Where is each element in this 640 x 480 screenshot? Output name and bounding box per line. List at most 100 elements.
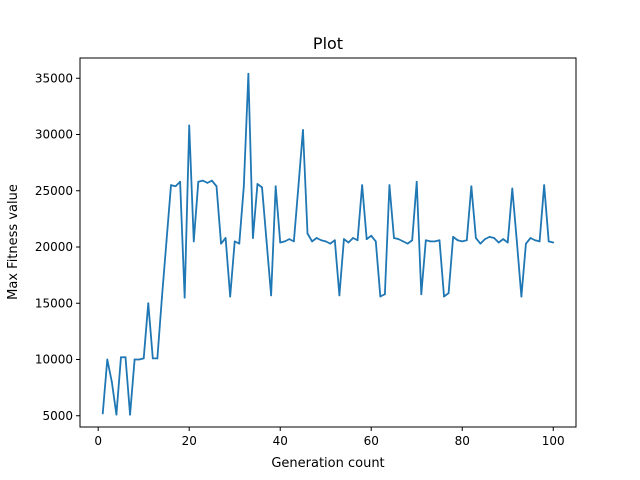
- data-point: [429, 240, 432, 243]
- data-point: [238, 242, 241, 245]
- data-point: [138, 358, 141, 361]
- data-point: [265, 240, 268, 243]
- data-point: [465, 239, 468, 242]
- data-point: [124, 356, 127, 359]
- x-axis-label: Generation count: [271, 456, 384, 471]
- data-point: [252, 237, 254, 239]
- x-tick-label: 40: [273, 434, 288, 448]
- data-point: [525, 242, 527, 245]
- data-point: [452, 235, 455, 238]
- data-point: [120, 356, 122, 359]
- data-point: [197, 180, 200, 183]
- data-point: [297, 185, 300, 188]
- data-point: [183, 296, 186, 299]
- data-point: [170, 184, 172, 187]
- data-point: [306, 232, 309, 235]
- y-tick-label: 5000: [42, 409, 73, 423]
- data-point: [538, 240, 541, 243]
- data-point: [434, 240, 436, 243]
- data-point: [311, 240, 313, 243]
- y-tick-label: 10000: [35, 353, 73, 367]
- y-tick-label: 25000: [35, 184, 73, 198]
- y-axis-label: Max Fitness value: [6, 184, 21, 300]
- data-point: [165, 240, 168, 243]
- data-point: [343, 238, 345, 241]
- data-point: [206, 181, 209, 184]
- data-point: [493, 237, 495, 239]
- data-point: [188, 124, 191, 127]
- data-point: [142, 357, 145, 360]
- data-point: [233, 240, 236, 243]
- data-point: [497, 241, 500, 244]
- data-point: [156, 357, 159, 360]
- y-tick-label: 35000: [35, 71, 73, 85]
- data-point: [211, 179, 213, 182]
- data-point: [461, 240, 464, 243]
- data-point: [420, 293, 423, 296]
- data-point: [447, 292, 450, 295]
- data-point: [261, 186, 263, 189]
- data-point: [147, 302, 150, 305]
- data-point: [129, 413, 131, 416]
- data-point: [174, 185, 177, 188]
- data-point: [529, 237, 532, 239]
- y-axis-ticks: 5000 10000 15000 20000 25000 30000 35000: [35, 71, 80, 423]
- data-point: [274, 185, 277, 188]
- plot-area: [101, 72, 555, 416]
- data-point: [106, 358, 109, 361]
- data-point: [488, 235, 491, 238]
- data-point: [115, 413, 118, 416]
- data-point: [474, 237, 477, 239]
- x-tick-label: 100: [542, 434, 565, 448]
- data-point: [229, 295, 232, 298]
- data-point: [456, 239, 459, 242]
- data-point: [201, 179, 204, 182]
- data-point: [520, 295, 523, 298]
- data-point: [247, 72, 250, 75]
- data-point: [438, 239, 441, 242]
- data-point: [192, 240, 195, 243]
- x-axis-ticks: 0 20 40 60 80 100: [94, 427, 565, 448]
- data-point: [370, 234, 373, 237]
- data-point: [534, 239, 536, 242]
- x-tick-label: 0: [94, 434, 102, 448]
- data-point: [151, 357, 154, 360]
- data-point: [379, 295, 382, 298]
- data-point: [397, 238, 400, 241]
- data-point: [333, 239, 336, 242]
- data-point: [256, 183, 259, 185]
- data-point: [506, 241, 509, 244]
- data-point: [279, 241, 282, 244]
- data-point: [415, 180, 418, 183]
- data-point: [383, 293, 386, 296]
- data-point: [479, 242, 482, 245]
- data-point: [110, 381, 113, 383]
- data-point: [161, 296, 163, 299]
- data-point: [283, 240, 286, 243]
- y-tick-label: 30000: [35, 128, 73, 142]
- data-point: [101, 412, 104, 415]
- data-point: [224, 237, 227, 239]
- data-point: [302, 129, 304, 131]
- axes-frame: [79, 57, 577, 428]
- x-tick-label: 60: [364, 434, 379, 448]
- data-point: [443, 295, 445, 298]
- data-point: [393, 237, 395, 239]
- data-point: [374, 240, 377, 243]
- data-point: [502, 238, 505, 241]
- data-point: [547, 240, 550, 243]
- data-point: [220, 242, 222, 245]
- data-point: [352, 237, 354, 239]
- data-point: [179, 180, 182, 183]
- chart-title: Plot: [313, 34, 343, 53]
- data-point: [329, 242, 332, 245]
- data-point: [292, 240, 295, 243]
- data-point: [402, 240, 404, 243]
- data-point: [543, 184, 546, 187]
- data-point: [315, 237, 318, 239]
- data-point: [288, 238, 291, 241]
- data-point: [470, 185, 473, 188]
- data-point: [484, 238, 486, 241]
- data-point: [406, 242, 409, 245]
